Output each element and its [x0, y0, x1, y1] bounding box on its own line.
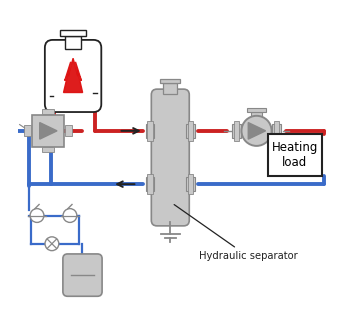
- FancyBboxPatch shape: [151, 89, 189, 226]
- Bar: [32, 115, 64, 147]
- Bar: [186, 177, 195, 191]
- Bar: [146, 177, 154, 191]
- Bar: [247, 108, 266, 112]
- Circle shape: [45, 237, 59, 251]
- Bar: [147, 175, 153, 194]
- Bar: [163, 83, 177, 94]
- FancyBboxPatch shape: [45, 40, 101, 112]
- Polygon shape: [64, 58, 83, 93]
- Bar: [160, 79, 180, 83]
- Text: Heating
load: Heating load: [272, 141, 318, 169]
- Bar: [42, 147, 54, 152]
- Text: Hydraulic separator: Hydraulic separator: [174, 204, 297, 261]
- Circle shape: [30, 209, 44, 222]
- Polygon shape: [248, 123, 266, 139]
- Bar: [274, 121, 279, 140]
- Bar: [65, 125, 72, 136]
- Bar: [186, 124, 195, 138]
- Circle shape: [63, 209, 77, 222]
- Bar: [61, 31, 86, 36]
- Bar: [267, 134, 322, 176]
- Bar: [251, 112, 262, 117]
- Bar: [146, 124, 154, 138]
- Circle shape: [241, 116, 272, 146]
- Bar: [188, 175, 193, 194]
- Bar: [25, 125, 30, 136]
- Bar: [234, 121, 239, 140]
- Polygon shape: [40, 123, 57, 139]
- Bar: [188, 121, 193, 140]
- Bar: [147, 121, 153, 140]
- Bar: [232, 124, 241, 138]
- Bar: [42, 109, 54, 114]
- Bar: [65, 36, 81, 49]
- Bar: [272, 124, 281, 138]
- FancyBboxPatch shape: [63, 254, 102, 296]
